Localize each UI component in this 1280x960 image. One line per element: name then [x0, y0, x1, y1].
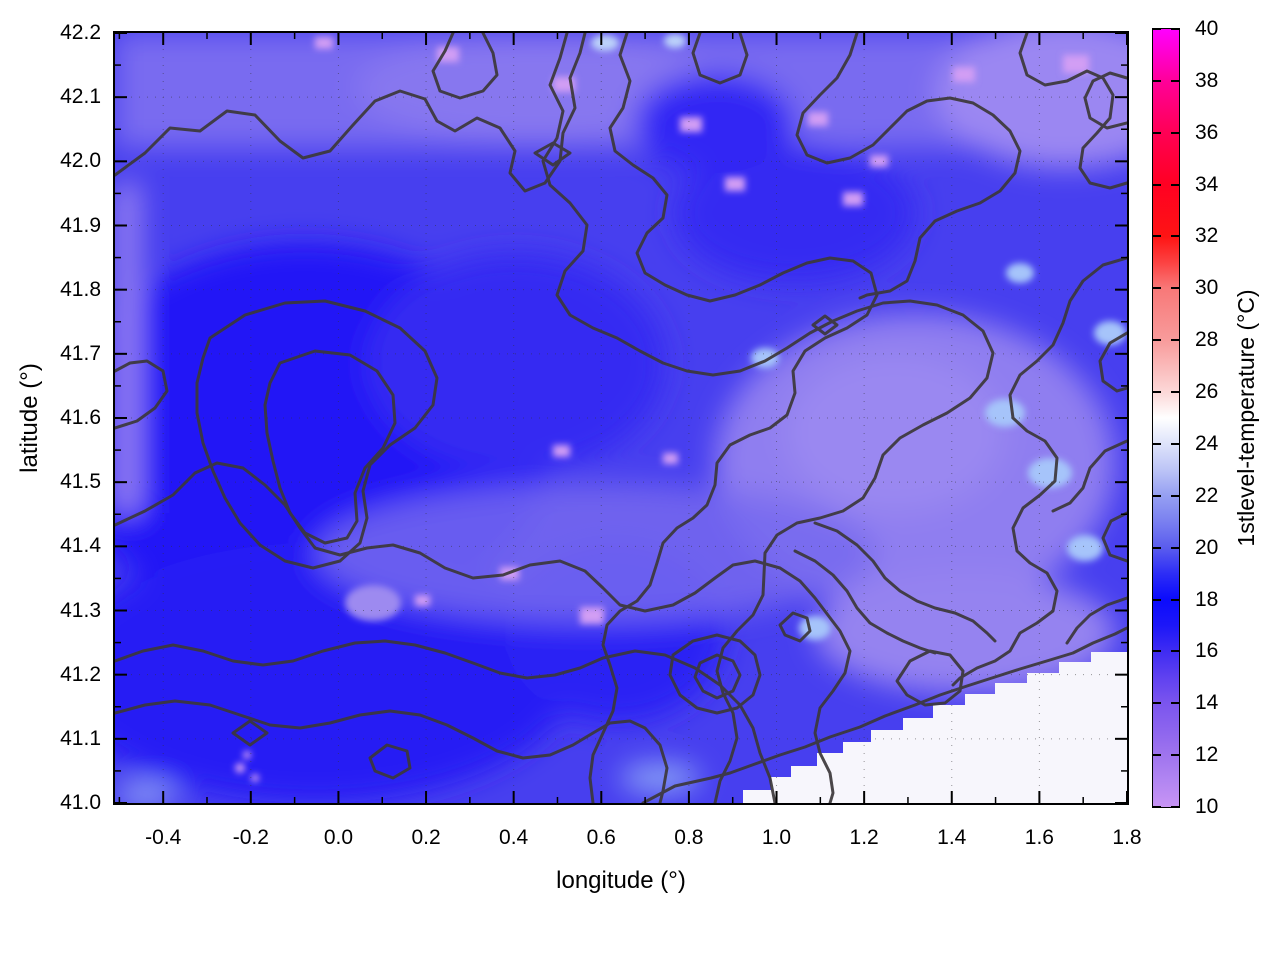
x-axis-title: longitude (°) [556, 867, 686, 894]
x-tick-label: -0.2 [232, 826, 269, 849]
colorbar-tick [1171, 183, 1179, 186]
colorbar-tick [1171, 442, 1179, 445]
x-tick-label: -0.4 [145, 826, 182, 849]
coastline-contour [641, 626, 1127, 803]
x-tick-label: 0.2 [411, 826, 441, 849]
y-tick-label: 41.9 [60, 213, 101, 237]
x-tick-label: 1.2 [849, 826, 879, 849]
colorbar-tick [1153, 28, 1161, 30]
colorbar-tick-label: 12 [1195, 743, 1219, 767]
colorbar-tick [1153, 442, 1161, 445]
y-tick-label: 41.0 [60, 791, 101, 814]
y-tick-label: 42.0 [60, 149, 101, 173]
colorbar-tick [1171, 235, 1179, 238]
plot-area [113, 31, 1129, 805]
colorbar-tick [1153, 339, 1161, 342]
colorbar-tick [1153, 754, 1161, 757]
colorbar-tick [1171, 598, 1179, 601]
colorbar-tick-label: 38 [1195, 68, 1219, 92]
colorbar-tick [1171, 650, 1179, 653]
colorbar-tick [1171, 131, 1179, 134]
grid-lines [115, 33, 1127, 803]
heatmap-canvas [115, 33, 1127, 803]
x-tick-label: 1.8 [1112, 826, 1142, 849]
y-tick-label: 41.6 [60, 406, 101, 429]
y-tick-label: 41.8 [60, 277, 101, 301]
colorbar-tick [1153, 235, 1161, 238]
colorbar-tick [1153, 183, 1161, 186]
colorbar-tick [1153, 702, 1161, 705]
colorbar-tick [1153, 806, 1161, 808]
y-tick-label: 41.5 [60, 470, 101, 494]
axis-ticks [115, 33, 1127, 803]
x-tick-label: 1.6 [1024, 826, 1054, 849]
colorbar-tick-label: 18 [1195, 587, 1219, 611]
colorbar-title: 1stlevel-temperature (°C) [1233, 289, 1259, 547]
cold-patches [235, 37, 1089, 782]
colorbar-tick [1153, 650, 1161, 653]
colorbar-tick [1171, 339, 1179, 342]
colorbar-tick [1153, 391, 1161, 394]
colorbar-tick [1171, 494, 1179, 497]
colorbar-tick-label: 30 [1195, 276, 1219, 300]
y-tick-label: 41.7 [60, 341, 101, 365]
colorbar-tick-label: 24 [1195, 431, 1219, 455]
colorbar-tick-label: 22 [1195, 483, 1219, 507]
colorbar-tick [1171, 28, 1179, 30]
colorbar-tick-label: 40 [1195, 17, 1219, 40]
colorbar-tick [1153, 546, 1161, 549]
x-tick-label: 0.8 [674, 826, 704, 849]
x-tick-label: 0.0 [323, 826, 354, 849]
colorbar-tick [1171, 754, 1179, 757]
colorbar [1152, 28, 1180, 808]
colorbar-tick [1171, 702, 1179, 705]
x-tick-label: 1.0 [761, 826, 792, 849]
x-tick-label: 1.4 [937, 826, 967, 849]
colorbar-tick-label: 34 [1195, 172, 1219, 196]
y-tick-label: 41.4 [60, 534, 101, 558]
colorbar-tick-label: 26 [1195, 380, 1219, 404]
x-tick-label: 0.4 [499, 826, 529, 849]
colorbar-tick [1153, 598, 1161, 601]
colorbar-tick [1153, 79, 1161, 82]
colorbar-tick [1171, 806, 1179, 808]
colorbar-tick [1153, 131, 1161, 134]
colorbar-tick-label: 32 [1195, 224, 1219, 248]
colorbar-tick-label: 20 [1195, 535, 1219, 559]
colorbar-tick [1171, 546, 1179, 549]
colorbar-tick-label: 14 [1195, 691, 1219, 715]
heatmap-layer [115, 33, 1127, 803]
contour-lines [115, 33, 1127, 803]
sea-region [743, 652, 1127, 803]
y-tick-label: 41.1 [60, 726, 101, 750]
colorbar-tick [1171, 391, 1179, 394]
colorbar-tick [1153, 287, 1161, 290]
y-tick-label: 41.2 [60, 662, 101, 686]
y-tick-label: 42.1 [60, 85, 101, 109]
y-tick-label: 42.2 [60, 21, 101, 44]
colorbar-tick-label: 16 [1195, 639, 1219, 663]
colorbar-tick [1153, 494, 1161, 497]
colorbar-tick [1171, 79, 1179, 82]
x-tick-label: 0.6 [586, 826, 616, 849]
colorbar-tick-label: 28 [1195, 328, 1219, 352]
y-tick-label: 41.3 [60, 598, 101, 622]
colorbar-tick [1171, 287, 1179, 290]
colorbar-tick-label: 36 [1195, 120, 1219, 144]
colorbar-tick-label: 10 [1195, 795, 1219, 818]
